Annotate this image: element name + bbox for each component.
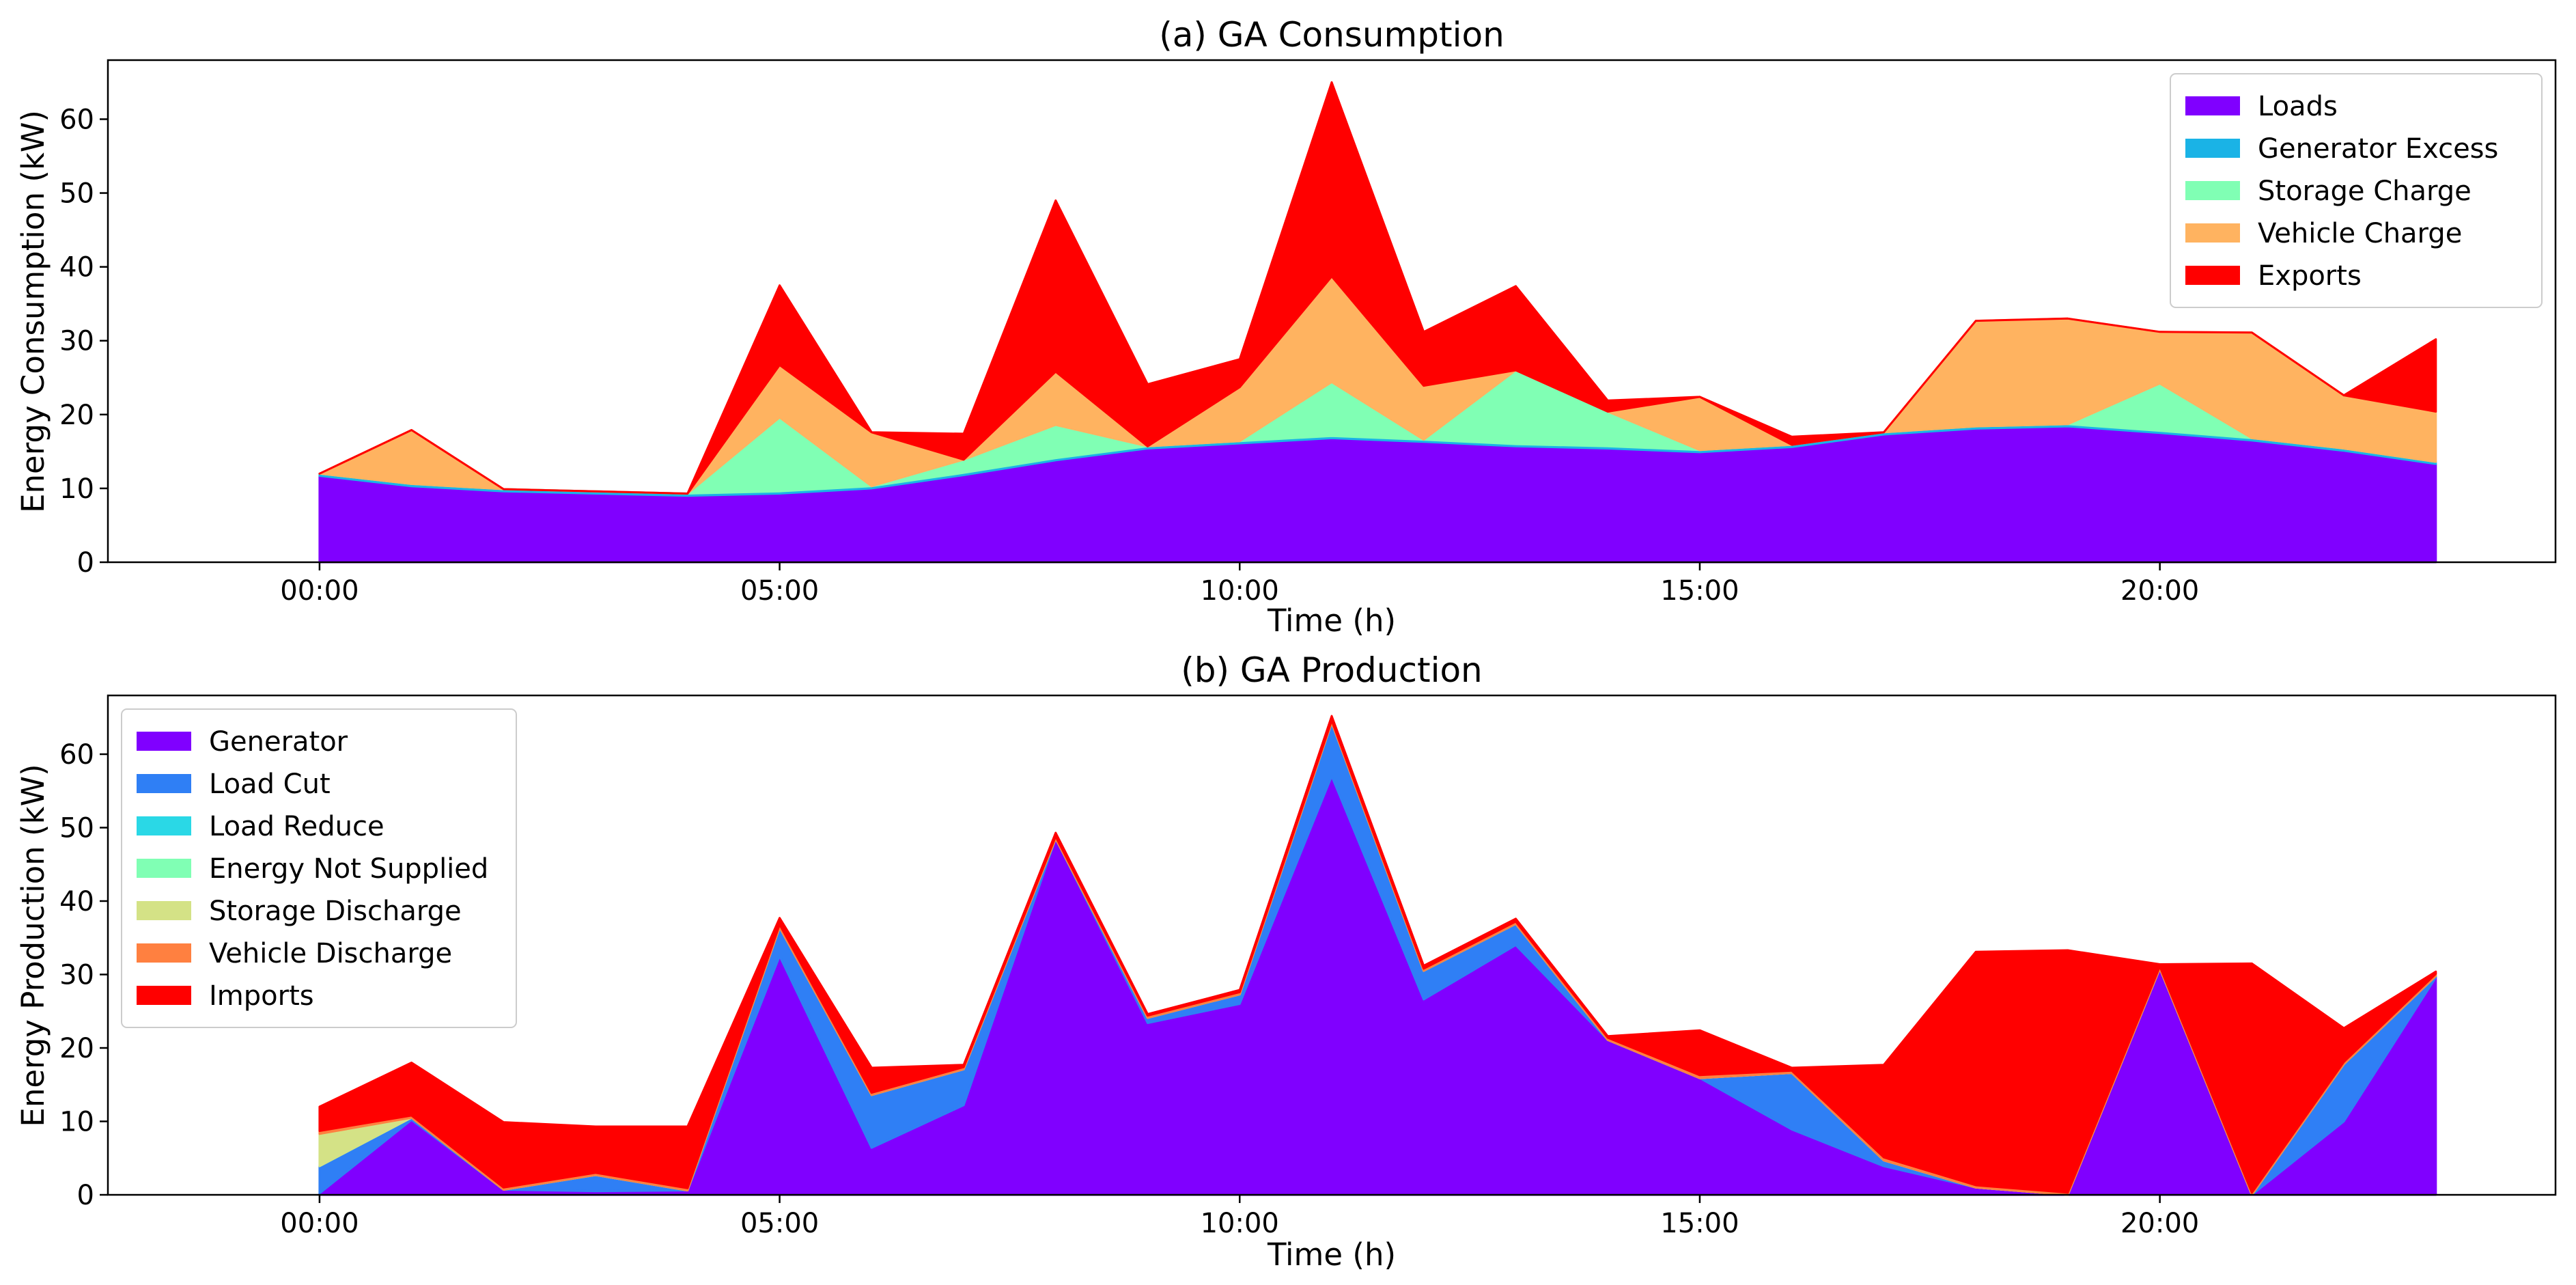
plot-frame bbox=[107, 59, 2557, 564]
y-tick-label: 50 bbox=[59, 813, 94, 844]
y-tick-label: 0 bbox=[77, 1180, 94, 1211]
legend-label: Load Reduce bbox=[209, 811, 384, 842]
y-tick-label: 40 bbox=[59, 252, 94, 284]
x-tick-label: 00:00 bbox=[280, 575, 359, 607]
legend-item-load-cut: Load Cut bbox=[137, 769, 331, 800]
legend-label: Generator Excess bbox=[2258, 133, 2498, 165]
area-exports bbox=[318, 81, 2437, 495]
legend-item-vehicle-discharge: Vehicle Discharge bbox=[137, 938, 452, 969]
y-tick-label: 60 bbox=[59, 104, 94, 135]
legend-swatch bbox=[137, 901, 191, 920]
legend-item-exports: Exports bbox=[2185, 260, 2362, 292]
legend-label: Generator bbox=[209, 726, 348, 758]
y-tick-label: 30 bbox=[59, 326, 94, 357]
legend-swatch bbox=[137, 943, 191, 963]
legend-item-loads: Loads bbox=[2185, 91, 2338, 122]
legend-label: Load Cut bbox=[209, 769, 331, 800]
legend-item-load-reduce: Load Reduce bbox=[137, 811, 384, 842]
legend-item-vehicle-charge: Vehicle Charge bbox=[2185, 218, 2462, 249]
x-axis-ticks: 00:00 05:00 10:00 15:00 20:00 bbox=[280, 1195, 2199, 1239]
area-imports bbox=[318, 715, 2437, 1194]
y-tick-label: 60 bbox=[59, 739, 94, 771]
y-tick-label: 20 bbox=[59, 400, 94, 431]
x-axis-ticks: 00:00 05:00 10:00 15:00 20:00 bbox=[280, 562, 2199, 607]
chart-title: (a) GA Consumption bbox=[1159, 15, 1504, 55]
legend-swatch bbox=[2185, 139, 2240, 158]
y-tick-label: 10 bbox=[59, 1107, 94, 1138]
y-axis-label: Energy Production (kW) bbox=[15, 764, 51, 1127]
consumption-chart: (a) GA Consumption 0 10 20 30 40 50 60 00:00 05… bbox=[15, 15, 2557, 639]
x-tick-label: 10:00 bbox=[1201, 1208, 1279, 1239]
legend-item-storage-discharge: Storage Discharge bbox=[137, 896, 462, 927]
legend-swatch bbox=[137, 732, 191, 751]
legend-label: Loads bbox=[2258, 91, 2338, 122]
legend-item-imports: Imports bbox=[137, 980, 314, 1012]
area-layers bbox=[318, 715, 2437, 1196]
legend-box bbox=[2170, 73, 2543, 308]
legend-swatch bbox=[2185, 181, 2240, 200]
y-tick-label: 50 bbox=[59, 178, 94, 210]
legend-item-energy-not-supplied: Energy Not Supplied bbox=[137, 853, 488, 885]
legend-swatch bbox=[2185, 96, 2240, 115]
area-layers bbox=[318, 81, 2437, 564]
legend-label: Imports bbox=[209, 980, 314, 1012]
legend-label: Storage Discharge bbox=[209, 896, 462, 927]
legend: Generator Load Cut Load Reduce Energy Not S… bbox=[121, 708, 517, 1028]
y-axis-ticks: 0 10 20 30 40 50 60 bbox=[59, 104, 108, 579]
production-chart: (b) GA Production 0 10 20 30 40 50 60 00:00 05:… bbox=[15, 650, 2557, 1273]
legend-swatch bbox=[137, 986, 191, 1005]
y-tick-label: 30 bbox=[59, 960, 94, 991]
legend-label: Vehicle Discharge bbox=[209, 938, 452, 969]
legend-item-generator-excess: Generator Excess bbox=[2185, 133, 2498, 165]
x-tick-label: 15:00 bbox=[1660, 1208, 1739, 1239]
x-tick-label: 05:00 bbox=[740, 575, 819, 607]
x-tick-label: 00:00 bbox=[280, 1208, 359, 1239]
x-tick-label: 10:00 bbox=[1201, 575, 1279, 607]
x-tick-label: 20:00 bbox=[2120, 575, 2199, 607]
x-axis-label: Time (h) bbox=[1267, 603, 1396, 639]
legend-item-storage-charge: Storage Charge bbox=[2185, 176, 2472, 207]
legend-swatch bbox=[2185, 223, 2240, 243]
y-axis-label: Energy Consumption (kW) bbox=[15, 110, 51, 513]
legend-label: Vehicle Charge bbox=[2258, 218, 2462, 249]
y-tick-label: 40 bbox=[59, 886, 94, 917]
legend-label: Energy Not Supplied bbox=[209, 853, 488, 885]
legend-swatch bbox=[137, 859, 191, 878]
legend-label: Exports bbox=[2258, 260, 2362, 292]
legend-box bbox=[121, 708, 517, 1028]
x-tick-label: 05:00 bbox=[740, 1208, 819, 1239]
y-tick-label: 20 bbox=[59, 1033, 94, 1064]
legend-swatch bbox=[137, 774, 191, 793]
y-tick-label: 10 bbox=[59, 473, 94, 505]
chart-title: (b) GA Production bbox=[1181, 650, 1483, 690]
x-axis-label: Time (h) bbox=[1267, 1236, 1396, 1273]
y-tick-label: 0 bbox=[77, 547, 94, 579]
legend-label: Storage Charge bbox=[2258, 176, 2472, 207]
x-tick-label: 20:00 bbox=[2120, 1208, 2199, 1239]
x-tick-label: 15:00 bbox=[1660, 575, 1739, 607]
legend-item-generator: Generator bbox=[137, 726, 348, 758]
legend: Loads Generator Excess Storage Charge Vehic… bbox=[2170, 73, 2543, 308]
legend-swatch bbox=[137, 816, 191, 835]
legend-swatch bbox=[2185, 266, 2240, 285]
plot-frame bbox=[107, 694, 2557, 1196]
y-axis-ticks: 0 10 20 30 40 50 60 bbox=[59, 739, 108, 1211]
